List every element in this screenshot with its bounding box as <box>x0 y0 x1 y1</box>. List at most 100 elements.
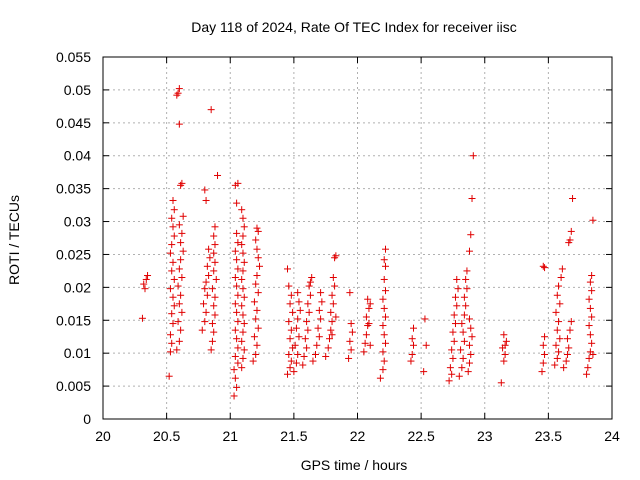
data-point-marker <box>238 241 246 249</box>
data-point-marker <box>178 179 186 187</box>
data-point-marker <box>324 344 332 352</box>
data-point-marker <box>306 278 314 286</box>
data-point-marker <box>233 308 241 316</box>
data-point-marker <box>239 232 247 240</box>
data-point-marker <box>420 368 428 376</box>
data-point-marker <box>174 282 182 290</box>
data-point-marker <box>501 341 509 349</box>
chart-title: Day 118 of 2024, Rate Of TEC Index for r… <box>191 19 517 35</box>
data-point-marker <box>168 214 176 222</box>
data-point-marker <box>314 324 322 332</box>
data-point-marker <box>380 357 388 365</box>
data-point-marker <box>347 320 355 328</box>
data-point-marker <box>465 247 473 255</box>
data-point-marker <box>539 341 547 349</box>
data-point-marker <box>211 258 219 266</box>
data-point-marker <box>380 304 388 312</box>
data-point-marker <box>317 315 325 323</box>
data-point-marker <box>346 337 354 345</box>
data-point-marker <box>457 346 465 354</box>
data-point-marker <box>231 352 239 360</box>
data-point-marker <box>253 272 261 280</box>
data-point-marker <box>166 249 174 257</box>
data-point-marker <box>202 308 210 316</box>
data-point-marker <box>376 374 384 382</box>
data-point-marker <box>326 335 334 343</box>
data-point-marker <box>239 328 247 336</box>
data-point-marker <box>538 368 546 376</box>
data-point-marker <box>233 282 241 290</box>
data-point-marker <box>207 346 215 354</box>
data-point-marker <box>588 313 596 321</box>
data-point-marker <box>557 273 565 281</box>
data-point-marker <box>201 318 209 326</box>
data-point-marker <box>177 239 185 247</box>
data-point-marker <box>364 295 372 303</box>
data-point-marker <box>177 291 185 299</box>
data-point-marker <box>201 285 209 293</box>
data-point-marker <box>454 285 462 293</box>
data-point-marker <box>285 282 293 290</box>
data-point-marker <box>240 320 248 328</box>
data-point-marker <box>177 256 185 264</box>
data-point-marker <box>555 282 563 290</box>
data-point-marker <box>329 273 337 281</box>
data-point-marker <box>175 265 183 273</box>
data-point-marker <box>381 287 389 295</box>
data-point-marker <box>233 383 241 391</box>
data-point-marker <box>231 326 239 334</box>
data-point-marker <box>296 306 304 314</box>
data-point-marker <box>552 308 560 316</box>
data-point-marker <box>569 195 577 203</box>
data-point-marker <box>500 357 508 365</box>
data-point-marker <box>586 278 594 286</box>
data-point-marker <box>539 359 547 367</box>
data-point-marker <box>214 171 222 179</box>
data-point-marker <box>256 262 264 270</box>
data-point-marker <box>467 231 475 239</box>
y-tick-label: 0 <box>83 411 91 427</box>
data-point-marker <box>175 337 183 345</box>
data-point-marker <box>301 335 309 343</box>
data-point-marker <box>317 289 325 297</box>
x-tick-label: 20.5 <box>153 428 180 444</box>
data-point-marker <box>285 350 293 358</box>
data-point-marker <box>299 361 307 369</box>
y-tick-label: 0.045 <box>56 115 91 131</box>
data-point-marker <box>453 275 461 283</box>
data-point-marker <box>286 335 294 343</box>
data-point-marker <box>175 120 183 128</box>
x-tick-label: 24 <box>604 428 620 444</box>
data-point-marker <box>451 320 459 328</box>
y-tick-label: 0.03 <box>64 214 91 230</box>
data-point-marker <box>231 300 239 308</box>
data-point-marker <box>309 357 317 365</box>
x-tick-label: 23 <box>477 428 493 444</box>
data-point-marker <box>290 368 298 376</box>
data-point-marker <box>252 236 260 244</box>
data-point-marker <box>202 196 210 204</box>
data-point-marker <box>211 223 219 231</box>
data-point-marker <box>380 275 388 283</box>
data-point-marker <box>467 350 475 358</box>
data-point-marker <box>203 262 211 270</box>
data-point-marker <box>585 295 593 303</box>
data-point-marker <box>408 350 416 358</box>
data-point-marker <box>366 300 374 308</box>
data-point-marker <box>170 302 178 310</box>
data-point-marker <box>565 344 573 352</box>
data-point-marker <box>448 370 456 378</box>
y-tick-label: 0.04 <box>64 148 91 164</box>
data-point-marker <box>173 346 181 354</box>
data-point-marker <box>566 326 574 334</box>
data-point-marker <box>211 293 219 301</box>
data-point-marker <box>558 265 566 273</box>
data-point-marker <box>140 280 148 288</box>
data-point-marker <box>560 364 568 372</box>
data-point-marker <box>501 350 509 358</box>
data-point-marker <box>205 272 213 280</box>
data-point-marker <box>169 258 177 266</box>
data-point-marker <box>253 341 261 349</box>
data-point-marker <box>233 199 241 207</box>
